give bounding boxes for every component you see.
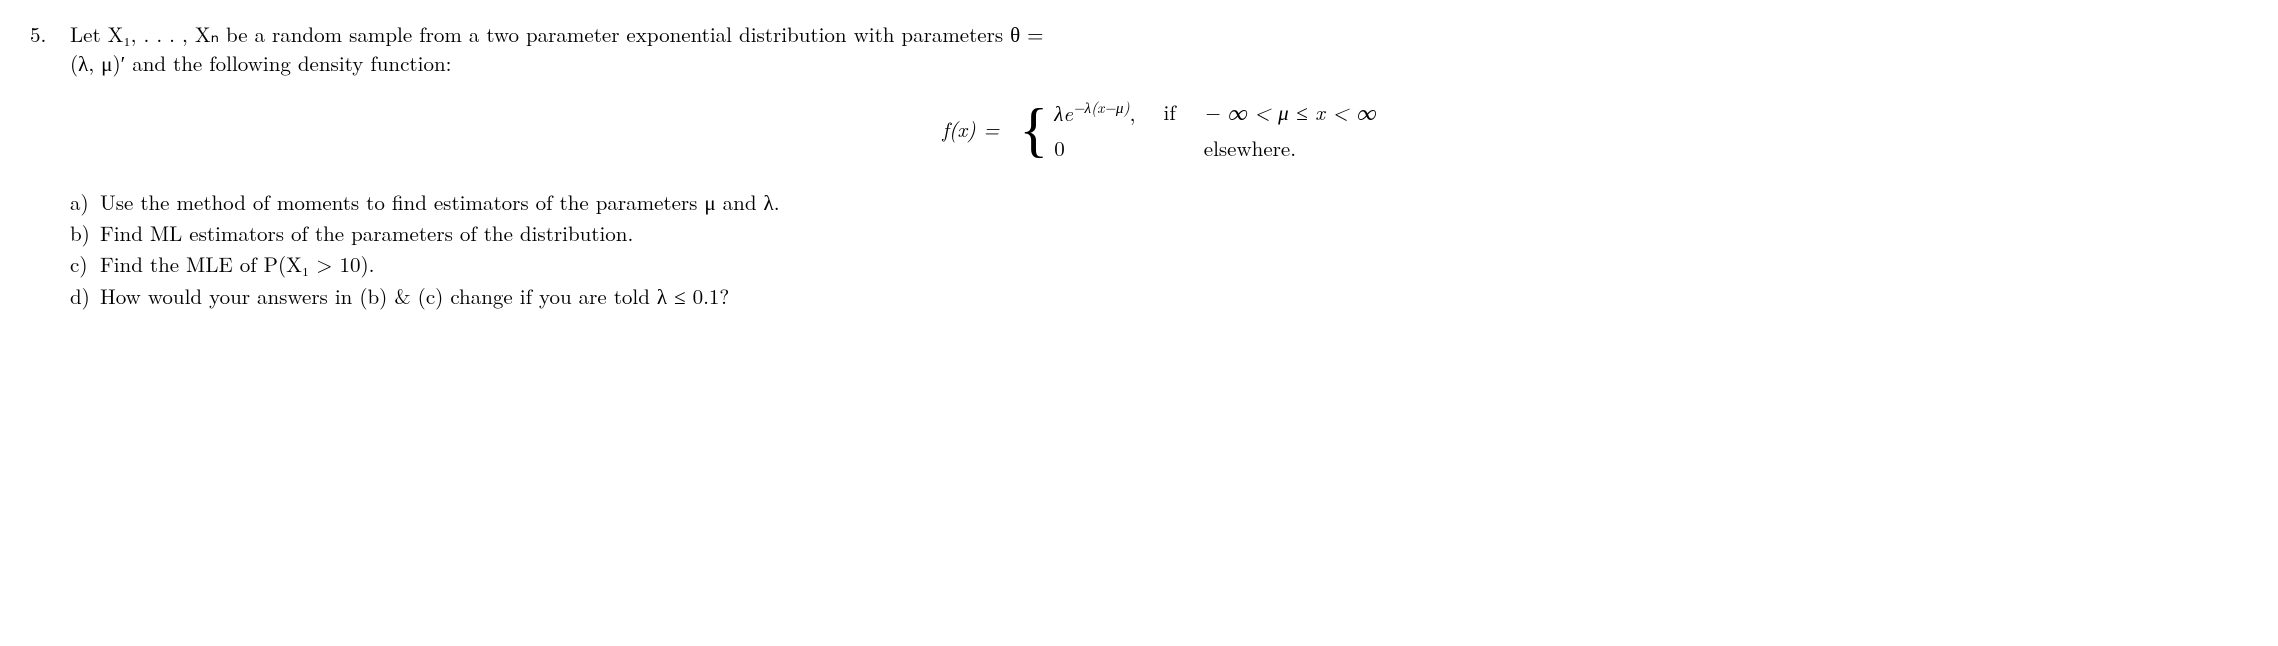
formula-lhs: f(x) = <box>942 115 999 144</box>
part-b-text: Find ML estimators of the parameters of … <box>100 219 633 248</box>
subparts: a) Use the method of moments to find est… <box>70 188 2248 312</box>
case1-expression: λe−λ(x−μ), <box>1054 97 1135 128</box>
problem-number: 5. <box>30 20 70 49</box>
density-formula: f(x) = { λe−λ(x−μ), if − ∞ < μ ≤ x < ∞ 0… <box>70 97 2248 164</box>
case1-comma: , <box>1130 98 1136 128</box>
problem-body: Let X₁, . . . , Xₙ be a random sample fr… <box>70 20 2248 313</box>
intro-line-2: (λ, μ)′ and the following density functi… <box>70 48 451 78</box>
part-a-text: Use the method of moments to find estima… <box>100 188 780 217</box>
intro-line-1: Let X₁, . . . , Xₙ be a random sample fr… <box>70 19 1044 49</box>
part-c-text: Find the MLE of P(X₁ > 10). <box>100 250 375 279</box>
case2-expression: 0 <box>1054 134 1135 163</box>
case2-condition: elsewhere. <box>1204 134 1376 163</box>
left-brace-icon: { <box>1019 100 1048 160</box>
part-c-label: c) <box>70 250 100 279</box>
part-c: c) Find the MLE of P(X₁ > 10). <box>70 250 2248 279</box>
cases-brace-group: { λe−λ(x−μ), if − ∞ < μ ≤ x < ∞ 0 elsewh… <box>1019 97 1375 164</box>
problem: 5. Let X₁, . . . , Xₙ be a random sample… <box>30 20 2248 313</box>
part-d: d) How would your answers in (b) & (c) c… <box>70 282 2248 311</box>
case1-base: λe <box>1054 98 1073 128</box>
case1-exponent: −λ(x−μ) <box>1073 97 1130 118</box>
part-d-text: How would your answers in (b) & (c) chan… <box>100 282 729 311</box>
case1-if: if <box>1163 98 1175 127</box>
part-a-label: a) <box>70 188 100 217</box>
part-d-label: d) <box>70 282 100 311</box>
problem-intro: Let X₁, . . . , Xₙ be a random sample fr… <box>70 20 2248 79</box>
case1-condition: − ∞ < μ ≤ x < ∞ <box>1204 98 1376 127</box>
part-b-label: b) <box>70 219 100 248</box>
part-a: a) Use the method of moments to find est… <box>70 188 2248 217</box>
part-b: b) Find ML estimators of the parameters … <box>70 219 2248 248</box>
cases: λe−λ(x−μ), if − ∞ < μ ≤ x < ∞ 0 elsewher… <box>1054 97 1375 164</box>
